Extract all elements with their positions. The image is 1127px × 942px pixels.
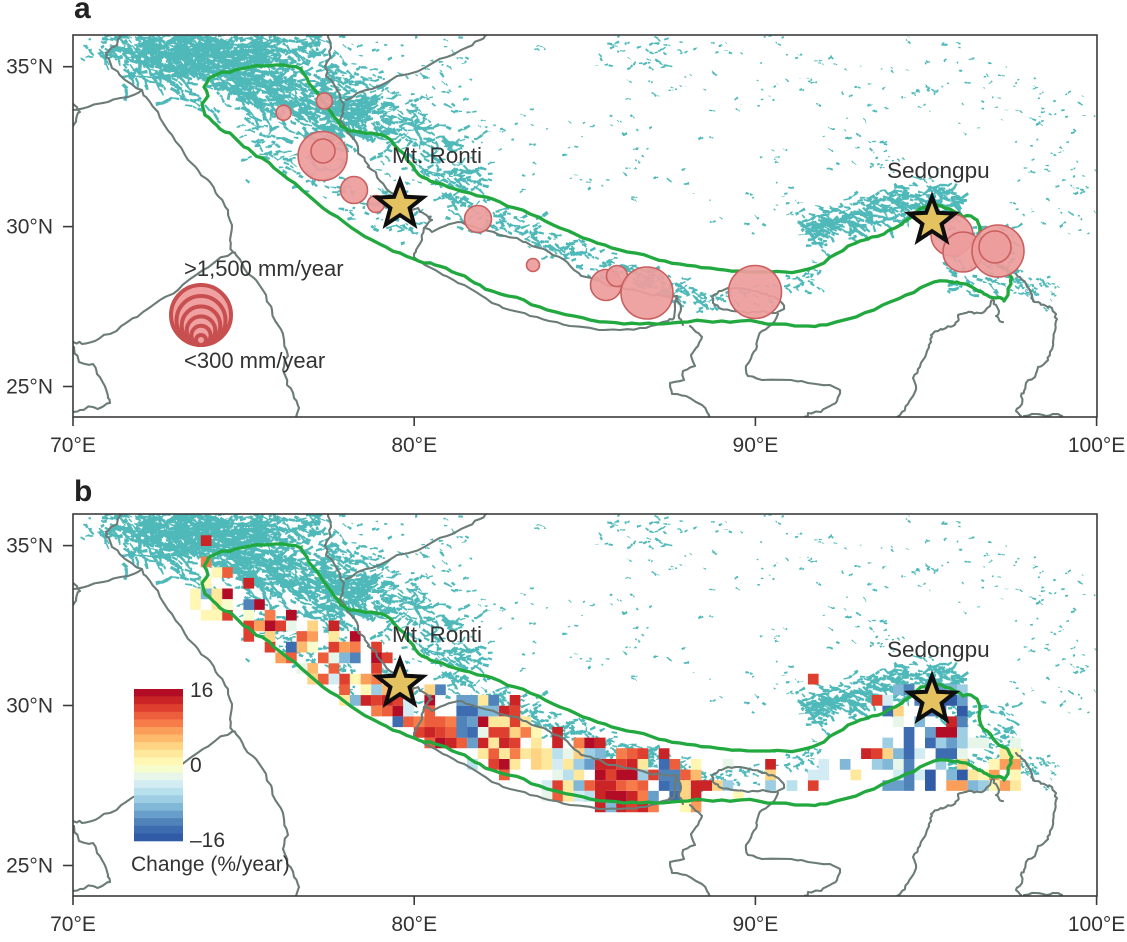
svg-text:Mt. Ronti: Mt. Ronti bbox=[392, 143, 482, 168]
svg-text:–16: –16 bbox=[190, 829, 225, 852]
svg-text:0: 0 bbox=[190, 754, 202, 777]
svg-text:30°N: 30°N bbox=[6, 695, 53, 718]
svg-text:Change (%/year): Change (%/year) bbox=[131, 853, 290, 876]
svg-text:>1,500 mm/year: >1,500 mm/year bbox=[184, 256, 344, 281]
svg-text:16: 16 bbox=[190, 679, 213, 702]
svg-text:80°E: 80°E bbox=[391, 913, 437, 936]
svg-text:35°N: 35°N bbox=[6, 56, 53, 79]
svg-text:35°N: 35°N bbox=[6, 535, 53, 558]
svg-text:30°N: 30°N bbox=[6, 216, 53, 239]
svg-text:Mt. Ronti: Mt. Ronti bbox=[392, 622, 482, 647]
svg-text:a: a bbox=[74, 0, 91, 25]
svg-text:Sedongpu: Sedongpu bbox=[887, 158, 990, 183]
svg-text:100°E: 100°E bbox=[1068, 913, 1125, 936]
svg-text:<300 mm/year: <300 mm/year bbox=[184, 348, 325, 373]
svg-text:100°E: 100°E bbox=[1068, 434, 1125, 457]
svg-text:90°E: 90°E bbox=[733, 913, 779, 936]
svg-text:25°N: 25°N bbox=[6, 376, 53, 399]
svg-text:b: b bbox=[74, 475, 92, 508]
svg-text:70°E: 70°E bbox=[50, 434, 96, 457]
svg-text:70°E: 70°E bbox=[50, 913, 96, 936]
svg-text:25°N: 25°N bbox=[6, 855, 53, 878]
svg-text:80°E: 80°E bbox=[391, 434, 437, 457]
svg-text:90°E: 90°E bbox=[733, 434, 779, 457]
svg-text:Sedongpu: Sedongpu bbox=[887, 637, 990, 662]
